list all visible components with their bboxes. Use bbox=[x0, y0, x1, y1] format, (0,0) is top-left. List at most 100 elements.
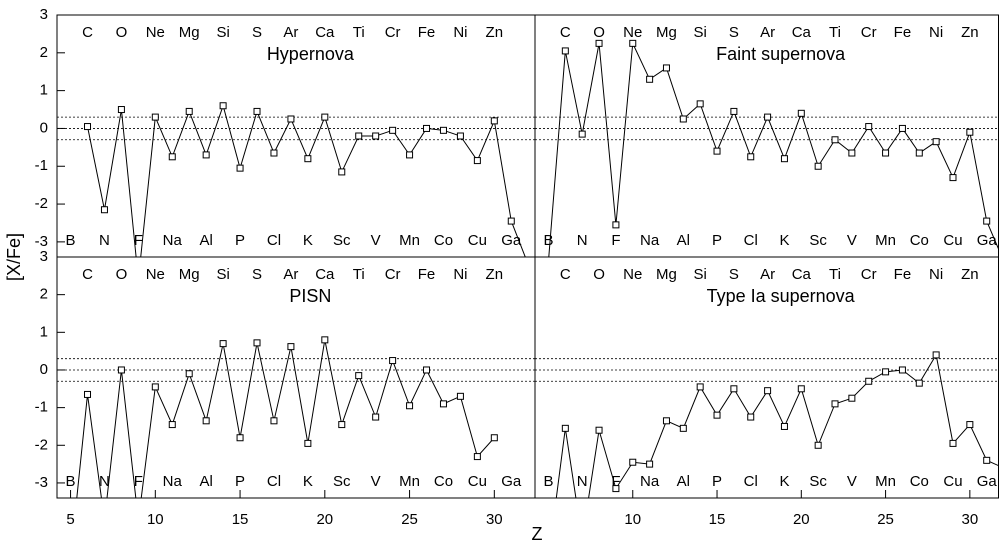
data-point bbox=[764, 387, 772, 395]
data-point bbox=[287, 115, 295, 123]
data-point bbox=[932, 138, 940, 146]
element-label: P bbox=[712, 473, 722, 490]
data-point bbox=[135, 518, 141, 524]
element-label: Ti bbox=[829, 24, 841, 41]
element-label: K bbox=[779, 232, 789, 249]
data-line bbox=[555, 353, 999, 498]
data-point bbox=[219, 340, 227, 348]
element-label: Ca bbox=[792, 24, 812, 41]
element-label: N bbox=[99, 232, 110, 249]
element-label: Al bbox=[199, 473, 212, 490]
element-label: Al bbox=[677, 473, 690, 490]
data-point bbox=[949, 439, 957, 447]
element-label: Mn bbox=[875, 473, 896, 490]
element-label: B bbox=[66, 473, 76, 490]
data-point bbox=[456, 132, 464, 140]
element-label: Zn bbox=[486, 266, 504, 283]
data-point bbox=[730, 107, 738, 115]
element-label: Mg bbox=[656, 266, 677, 283]
panel-title: Hypernova bbox=[267, 44, 355, 64]
plot-area bbox=[535, 351, 999, 498]
data-point bbox=[747, 413, 755, 421]
element-label: O bbox=[593, 266, 605, 283]
data-point bbox=[406, 151, 414, 159]
element-label: B bbox=[543, 473, 553, 490]
element-label: Mg bbox=[179, 24, 200, 41]
element-label: Fe bbox=[894, 266, 912, 283]
element-label: Mn bbox=[875, 232, 896, 249]
data-point bbox=[814, 441, 822, 449]
data-point bbox=[507, 217, 515, 225]
element-label: Sc bbox=[809, 232, 827, 249]
element-label: F bbox=[611, 473, 620, 490]
element-label: Ga bbox=[501, 232, 522, 249]
y-tick-label: 2 bbox=[40, 44, 48, 61]
data-point bbox=[882, 149, 890, 157]
panel-title: Type Ia supernova bbox=[707, 286, 856, 306]
element-label: B bbox=[66, 232, 76, 249]
element-label: Ti bbox=[829, 266, 841, 283]
data-point bbox=[898, 124, 906, 132]
element-label: N bbox=[99, 473, 110, 490]
data-point bbox=[372, 413, 380, 421]
data-point bbox=[355, 132, 363, 140]
data-point bbox=[84, 123, 92, 131]
element-label: Si bbox=[694, 266, 707, 283]
data-point bbox=[135, 277, 141, 283]
data-point bbox=[764, 113, 772, 121]
data-point bbox=[372, 132, 380, 140]
data-point bbox=[797, 109, 805, 117]
data-point bbox=[202, 417, 210, 425]
element-label: Cl bbox=[267, 473, 281, 490]
data-point bbox=[202, 151, 210, 159]
data-point bbox=[662, 417, 670, 425]
data-point bbox=[612, 485, 620, 493]
element-label: Co bbox=[910, 473, 929, 490]
element-label: C bbox=[560, 24, 571, 41]
data-point bbox=[101, 518, 107, 524]
data-point bbox=[612, 221, 620, 229]
x-tick-label: 15 bbox=[709, 511, 726, 528]
data-point bbox=[545, 258, 551, 264]
element-label: Ne bbox=[623, 266, 642, 283]
y-tick-label: 1 bbox=[40, 323, 48, 340]
element-label: O bbox=[593, 24, 605, 41]
data-point bbox=[304, 155, 312, 163]
data-point bbox=[797, 385, 805, 393]
data-point bbox=[490, 434, 498, 442]
element-label: Ne bbox=[623, 24, 642, 41]
element-label: Ar bbox=[760, 24, 775, 41]
element-label: Cl bbox=[744, 473, 758, 490]
element-label: Zn bbox=[486, 24, 504, 41]
data-point bbox=[646, 460, 654, 468]
element-label: S bbox=[729, 24, 739, 41]
element-label: V bbox=[847, 232, 857, 249]
data-point bbox=[831, 400, 839, 408]
element-label: K bbox=[779, 473, 789, 490]
data-point bbox=[117, 106, 125, 114]
data-point bbox=[423, 366, 431, 374]
x-axis-label: Z bbox=[532, 524, 543, 544]
x-tick-label: 10 bbox=[624, 511, 641, 528]
y-tick-label: -2 bbox=[35, 436, 48, 453]
data-point bbox=[865, 123, 873, 131]
element-label: Cr bbox=[861, 266, 877, 283]
plot-area bbox=[535, 39, 999, 264]
element-label: Sc bbox=[809, 473, 827, 490]
data-point bbox=[679, 115, 687, 123]
element-label: V bbox=[371, 232, 381, 249]
y-tick-label: -2 bbox=[35, 195, 48, 212]
element-label: P bbox=[712, 232, 722, 249]
data-point bbox=[473, 453, 481, 461]
element-label: Co bbox=[910, 232, 929, 249]
data-point bbox=[253, 339, 261, 347]
data-point bbox=[679, 424, 687, 432]
element-label: Cu bbox=[943, 232, 962, 249]
element-label: Ar bbox=[283, 266, 298, 283]
element-label: Ca bbox=[315, 266, 335, 283]
element-label: S bbox=[252, 24, 262, 41]
element-label: Ni bbox=[929, 24, 943, 41]
element-label: C bbox=[560, 266, 571, 283]
element-label: Si bbox=[694, 24, 707, 41]
data-point bbox=[253, 107, 261, 115]
